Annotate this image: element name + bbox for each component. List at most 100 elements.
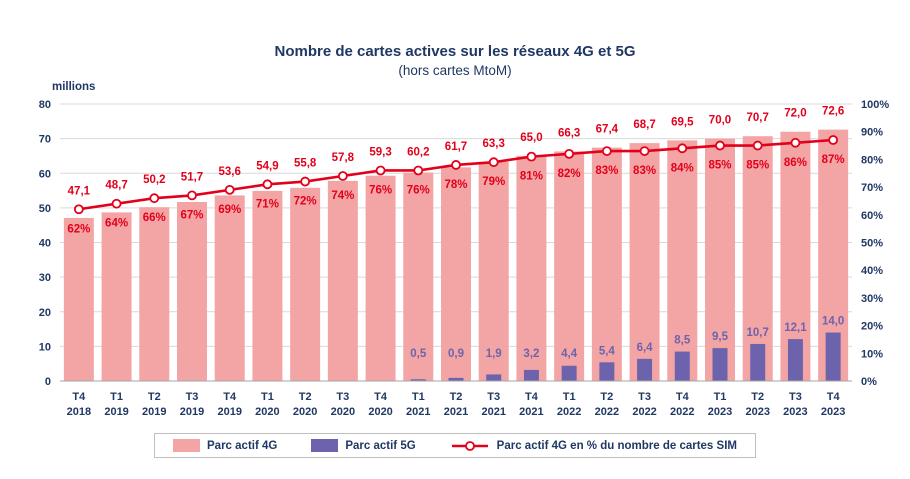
label-4g-percent: 78% xyxy=(444,179,467,191)
x-axis-label-year: 2020 xyxy=(331,406,355,418)
x-axis-label-year: 2019 xyxy=(217,406,241,418)
line-marker xyxy=(488,157,499,168)
line-marker xyxy=(149,193,160,204)
line-marker xyxy=(375,165,386,176)
label-5g-value: 14,0 xyxy=(822,316,844,328)
y-axis-unit-label: millions xyxy=(52,81,96,93)
bar-parc-actif-4g xyxy=(629,143,660,381)
bar-parc-actif-5g xyxy=(825,332,841,381)
x-axis-label-quarter: T4 xyxy=(827,391,841,403)
label-4g-value: 54,9 xyxy=(256,160,278,172)
bar-parc-actif-4g xyxy=(403,172,434,381)
bar-parc-actif-5g xyxy=(787,339,803,381)
legend-line-marker-icon xyxy=(451,440,488,451)
y-axis-tick-right: 30% xyxy=(861,293,883,305)
line-marker xyxy=(790,137,801,148)
label-4g-value: 65,0 xyxy=(520,132,542,144)
label-4g-percent: 82% xyxy=(558,168,581,180)
line-marker xyxy=(187,190,197,201)
bar-parc-actif-5g xyxy=(712,348,728,381)
y-axis-tick-left: 20 xyxy=(39,307,51,319)
legend-box: Parc actif 4G Parc actif 5G Parc actif 4… xyxy=(154,433,756,458)
y-axis-tick-right: 40% xyxy=(861,265,883,277)
label-4g-value: 47,1 xyxy=(68,185,91,197)
x-axis-label-year: 2019 xyxy=(180,406,204,418)
label-4g-value: 61,7 xyxy=(445,141,467,153)
bar-parc-actif-5g xyxy=(486,374,502,381)
bar-parc-actif-4g xyxy=(139,207,170,381)
label-4g-value: 70,0 xyxy=(709,115,731,127)
label-5g-value: 3,2 xyxy=(523,348,539,360)
bar-parc-actif-5g xyxy=(448,377,464,381)
label-4g-percent: 85% xyxy=(746,160,769,172)
x-axis-label-quarter: T2 xyxy=(299,391,312,403)
label-4g-percent: 67% xyxy=(180,209,203,221)
label-5g-value: 8,5 xyxy=(674,335,691,347)
bar-parc-actif-4g xyxy=(742,136,773,381)
legend-item-line-pct: Parc actif 4G en % du nombre de cartes S… xyxy=(450,440,737,452)
bar-parc-actif-5g xyxy=(599,362,615,381)
line-marker xyxy=(451,160,461,170)
label-5g-value: 0,5 xyxy=(410,348,427,360)
x-axis-label-year: 2021 xyxy=(481,406,505,418)
label-4g-percent: 83% xyxy=(595,165,618,177)
label-4g-value: 59,3 xyxy=(369,146,391,158)
x-axis-label-year: 2018 xyxy=(67,406,91,418)
bar-parc-actif-4g xyxy=(327,180,358,381)
x-axis-label-quarter: T3 xyxy=(487,391,500,403)
label-4g-value: 70,7 xyxy=(747,112,769,124)
line-marker xyxy=(715,140,725,151)
x-axis-label-year: 2023 xyxy=(783,406,807,418)
x-axis-label-quarter: T4 xyxy=(374,391,388,403)
chart-subtitle: (hors cartes MtoM) xyxy=(398,63,512,78)
bar-parc-actif-4g xyxy=(478,161,509,381)
line-marker xyxy=(300,176,311,187)
y-axis-tick-left: 50 xyxy=(39,203,51,215)
x-axis-label-quarter: T3 xyxy=(336,391,349,403)
bar-parc-actif-5g xyxy=(523,369,539,381)
label-4g-value: 55,8 xyxy=(294,158,317,170)
x-axis-label-quarter: T1 xyxy=(110,391,123,403)
legend-label-5g: Parc actif 5G xyxy=(345,439,416,452)
x-axis-label-quarter: T3 xyxy=(186,391,199,403)
x-axis-label-year: 2023 xyxy=(745,406,769,418)
y-axis-tick-left: 80 xyxy=(39,99,51,111)
chart-title: Nombre de cartes actives sur les réseaux… xyxy=(274,43,636,60)
y-axis-tick-left: 30 xyxy=(39,272,51,284)
chart-plot-area: 0 10 20 30 40 50 60 70 80 0% 10% 20% 30% 40% 50% 60% 70%… xyxy=(39,99,890,418)
line-marker xyxy=(677,143,688,154)
bar-parc-actif-5g xyxy=(750,343,766,381)
label-4g-percent: 83% xyxy=(633,165,656,177)
bar-parc-actif-4g xyxy=(365,175,396,381)
label-4g-value: 66,3 xyxy=(558,127,580,139)
x-axis-label-quarter: T1 xyxy=(412,391,425,403)
label-5g-value: 0,9 xyxy=(448,348,464,360)
legend-swatch-4g xyxy=(173,439,201,452)
line-marker xyxy=(828,135,839,145)
x-axis-label-year: 2021 xyxy=(406,406,430,418)
x-axis-label-quarter: T2 xyxy=(600,391,613,403)
label-4g-percent: 85% xyxy=(708,160,731,172)
y-axis-tick-right: 50% xyxy=(861,238,883,250)
label-4g-percent: 71% xyxy=(256,198,279,210)
bar-parc-actif-4g xyxy=(516,155,547,381)
x-axis-label-quarter: T2 xyxy=(450,391,463,403)
x-axis-label-quarter: T1 xyxy=(261,391,274,403)
label-4g-value: 50,2 xyxy=(143,174,165,186)
line-marker xyxy=(564,148,575,159)
legend-label-line: Parc actif 4G en % du nombre de cartes S… xyxy=(496,439,737,452)
label-5g-value: 10,7 xyxy=(747,327,769,339)
label-4g-value: 48,7 xyxy=(105,180,127,192)
line-marker xyxy=(224,184,235,195)
label-4g-percent: 81% xyxy=(520,171,543,183)
bar-parc-actif-5g xyxy=(410,379,426,381)
x-axis-label-year: 2020 xyxy=(293,406,317,418)
label-4g-value: 63,3 xyxy=(483,138,505,150)
label-4g-value: 60,2 xyxy=(407,146,429,158)
line-marker xyxy=(601,146,612,156)
label-5g-value: 12,1 xyxy=(784,322,807,334)
bar-parc-actif-4g xyxy=(63,217,94,381)
y-axis-tick-right: 80% xyxy=(861,154,883,166)
label-4g-percent: 84% xyxy=(671,162,694,174)
label-4g-percent: 66% xyxy=(143,212,166,224)
